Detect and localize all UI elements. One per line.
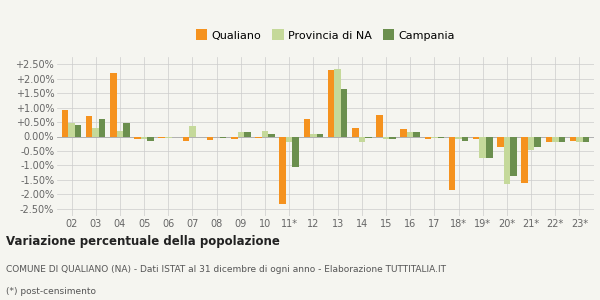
Bar [486,136,493,158]
Bar [286,136,292,142]
Bar [569,136,576,141]
Bar [552,136,559,142]
Text: Variazione percentuale della popolazione: Variazione percentuale della popolazione [6,235,280,248]
Bar [238,132,244,137]
Bar [413,132,420,137]
Bar [497,136,503,147]
Bar [521,136,528,183]
Bar [68,124,75,136]
Bar [189,126,196,136]
Bar [437,136,444,138]
Bar [352,128,359,136]
Bar [231,136,238,139]
Bar [400,129,407,137]
Text: COMUNE DI QUALIANO (NA) - Dati ISTAT al 31 dicembre di ogni anno - Elaborazione : COMUNE DI QUALIANO (NA) - Dati ISTAT al … [6,265,446,274]
Legend: Qualiano, Provincia di NA, Campania: Qualiano, Provincia di NA, Campania [196,31,455,41]
Bar [389,136,396,140]
Bar [576,136,583,142]
Bar [431,136,437,138]
Bar [359,136,365,142]
Bar [268,134,275,136]
Bar [99,119,106,136]
Bar [304,119,310,136]
Bar [244,132,251,137]
Bar [535,136,541,147]
Bar [455,136,462,140]
Bar [341,89,347,136]
Bar [220,136,226,138]
Bar [255,136,262,138]
Bar [182,136,189,141]
Bar [86,116,92,136]
Bar [479,136,486,158]
Bar [449,136,455,190]
Bar [583,136,589,142]
Bar [528,136,535,149]
Bar [62,110,68,136]
Bar [207,136,214,140]
Bar [376,115,383,136]
Bar [262,131,268,136]
Bar [407,132,413,137]
Bar [383,136,389,139]
Bar [503,136,510,184]
Bar [148,136,154,141]
Bar [141,136,148,140]
Bar [559,136,565,142]
Bar [545,136,552,142]
Bar [134,136,141,139]
Text: (*) post-censimento: (*) post-censimento [6,287,96,296]
Bar [280,136,286,204]
Bar [473,136,479,139]
Bar [365,136,371,138]
Bar [425,136,431,139]
Bar [317,134,323,136]
Bar [110,73,116,136]
Bar [158,136,165,138]
Bar [116,131,123,137]
Bar [328,70,334,136]
Bar [75,125,82,136]
Bar [510,136,517,176]
Bar [310,134,317,136]
Bar [462,136,469,141]
Bar [123,123,130,136]
Bar [92,128,99,136]
Bar [165,136,172,138]
Bar [292,136,299,167]
Bar [334,69,341,136]
